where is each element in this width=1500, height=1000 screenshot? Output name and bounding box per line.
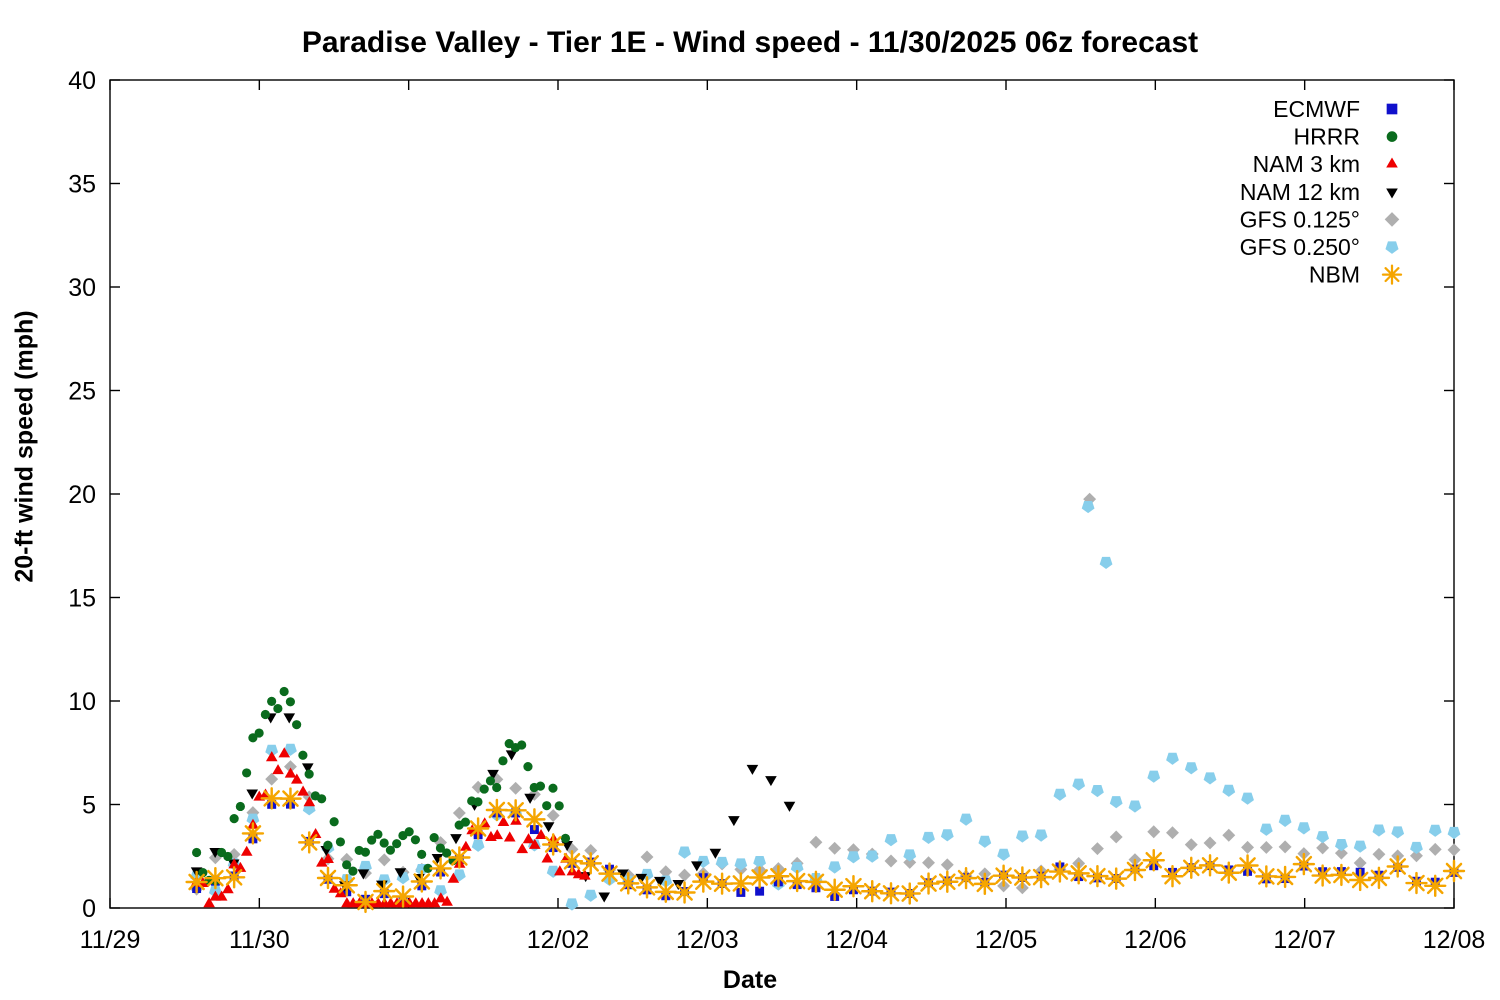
svg-text:11/29: 11/29 (80, 926, 141, 954)
svg-text:30: 30 (68, 274, 96, 302)
svg-text:5: 5 (82, 792, 96, 820)
svg-text:GFS 0.125°: GFS 0.125° (1240, 206, 1360, 232)
svg-text:12/04: 12/04 (825, 926, 888, 954)
svg-text:NAM 12 km: NAM 12 km (1240, 179, 1360, 205)
svg-text:GFS 0.250°: GFS 0.250° (1240, 234, 1360, 260)
svg-text:12/07: 12/07 (1273, 926, 1336, 954)
svg-text:12/08: 12/08 (1423, 926, 1486, 954)
svg-text:12/05: 12/05 (975, 926, 1038, 954)
svg-text:0: 0 (82, 895, 96, 923)
svg-text:11/30: 11/30 (229, 926, 290, 954)
svg-text:12/01: 12/01 (377, 926, 440, 954)
svg-text:12/06: 12/06 (1124, 926, 1187, 954)
svg-text:NAM 3 km: NAM 3 km (1253, 151, 1360, 177)
svg-text:HRRR: HRRR (1294, 124, 1360, 150)
svg-text:12/03: 12/03 (676, 926, 739, 954)
svg-text:ECMWF: ECMWF (1273, 96, 1360, 122)
svg-text:35: 35 (68, 171, 96, 199)
svg-text:15: 15 (68, 585, 96, 613)
svg-text:40: 40 (68, 67, 96, 95)
svg-text:NBM: NBM (1309, 262, 1360, 288)
svg-text:10: 10 (68, 688, 96, 716)
svg-text:25: 25 (68, 378, 96, 406)
svg-text:20: 20 (68, 481, 96, 509)
svg-text:12/02: 12/02 (527, 926, 590, 954)
